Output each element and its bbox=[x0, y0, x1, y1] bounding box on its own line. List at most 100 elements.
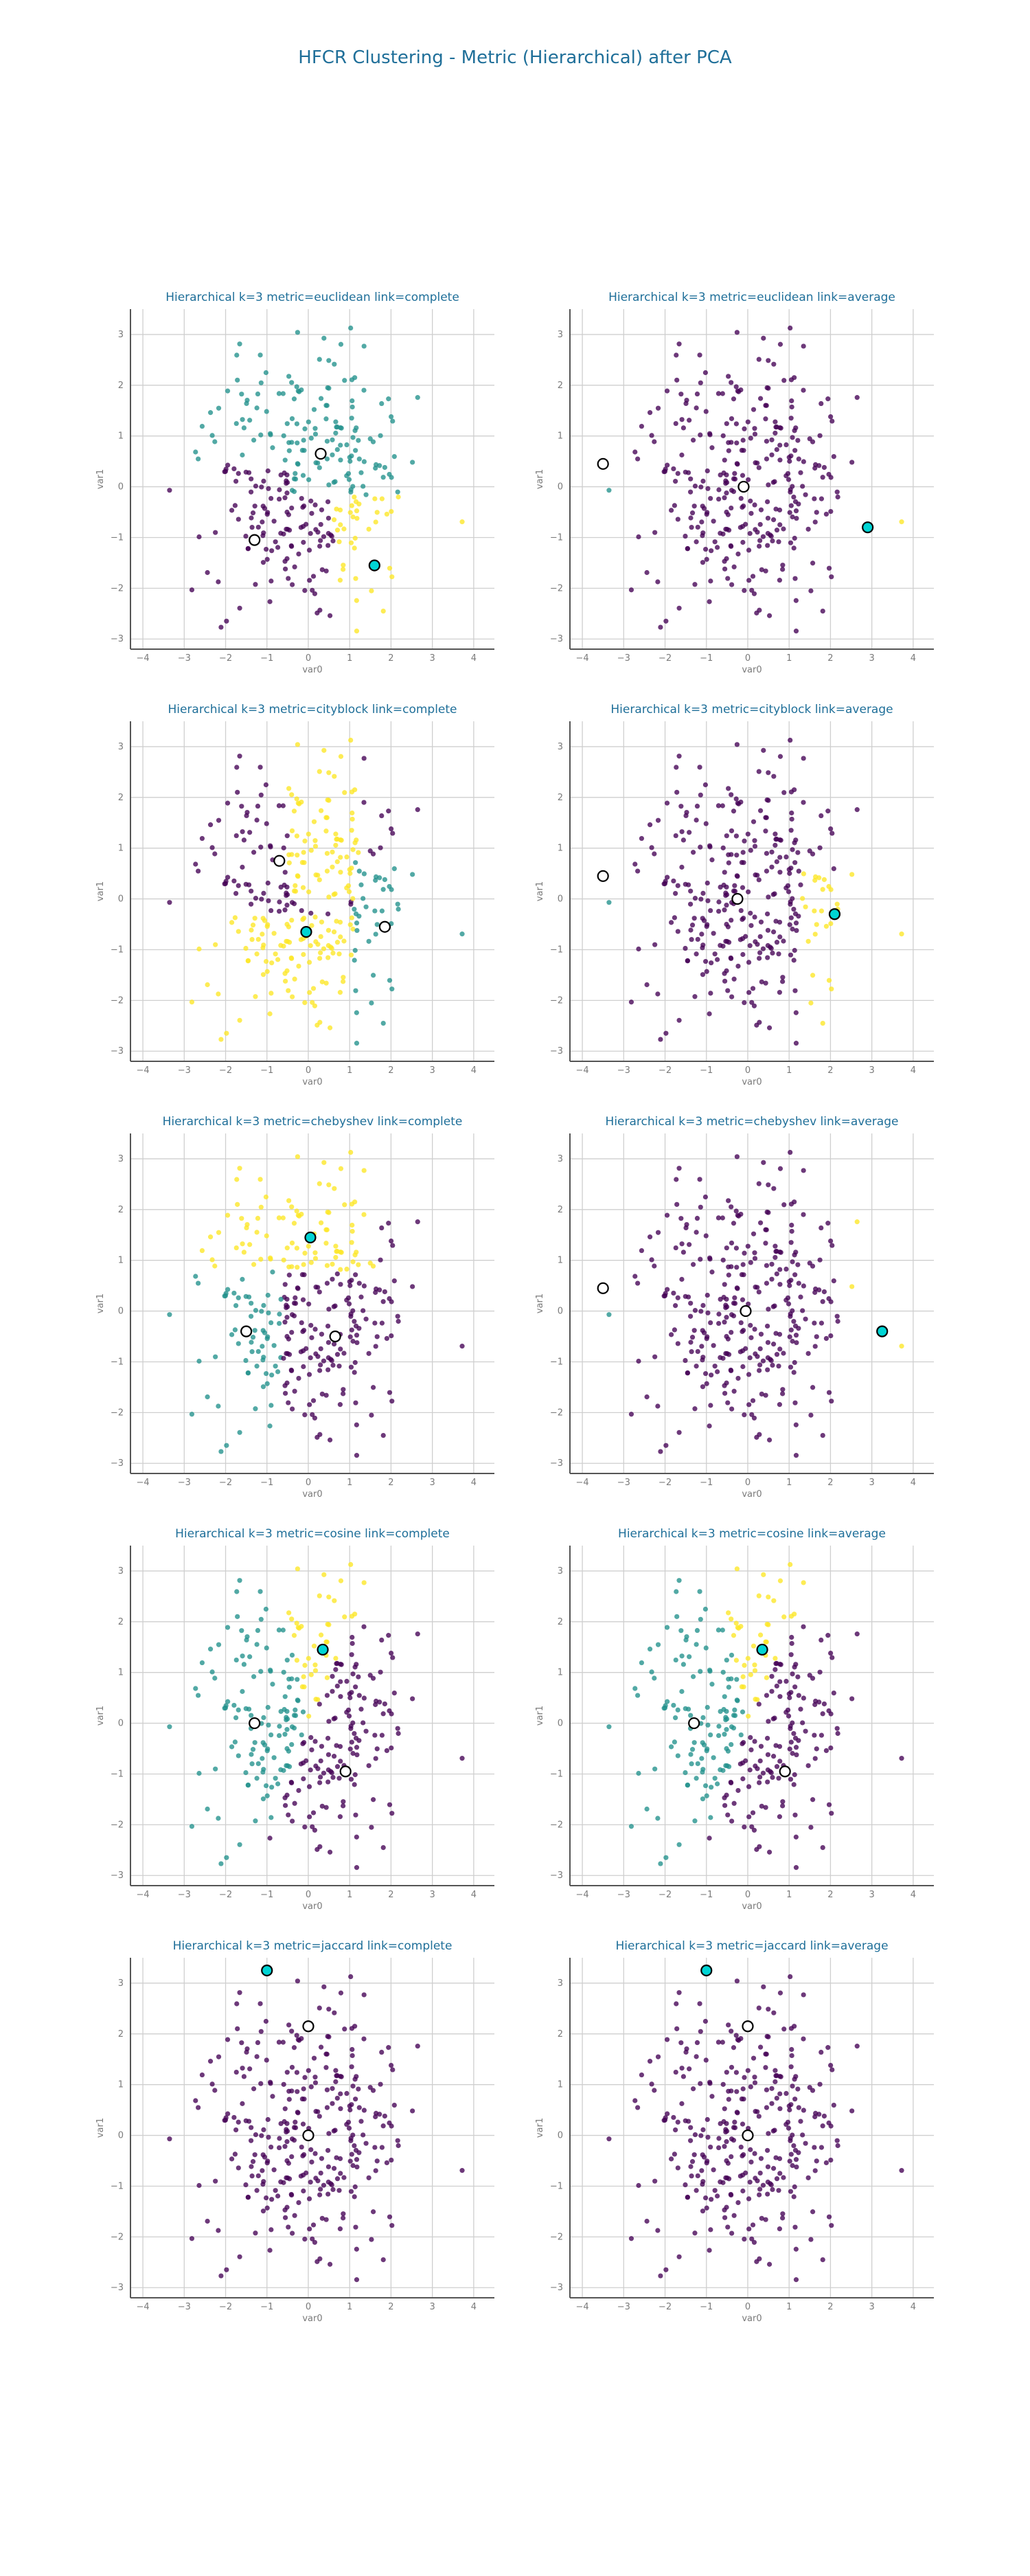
y-tick-label: 3 bbox=[118, 330, 124, 340]
subplot-grid: Hierarchical k=3 metric=euclidean link=c… bbox=[95, 291, 934, 2324]
data-point bbox=[652, 439, 657, 444]
data-point bbox=[310, 574, 317, 579]
data-point bbox=[250, 2159, 256, 2165]
data-point bbox=[817, 1257, 823, 1263]
data-point bbox=[312, 1250, 318, 1256]
data-point bbox=[294, 796, 299, 802]
x-tick-label: −1 bbox=[700, 1478, 713, 1488]
x-tick-label: 0 bbox=[745, 1065, 751, 1076]
data-point bbox=[264, 1233, 269, 1239]
data-point bbox=[702, 782, 708, 788]
data-point bbox=[801, 343, 806, 349]
subplot-title: Hierarchical k=3 metric=chebyshev link=a… bbox=[606, 1115, 899, 1129]
data-point bbox=[292, 976, 297, 982]
y-tick-label: −2 bbox=[111, 1820, 124, 1830]
data-point bbox=[354, 1250, 359, 1255]
data-point bbox=[700, 1740, 705, 1745]
data-point bbox=[261, 1302, 266, 1309]
data-point bbox=[751, 407, 757, 412]
data-point bbox=[816, 875, 822, 881]
data-point bbox=[724, 1716, 730, 1721]
data-point bbox=[231, 2114, 237, 2121]
data-point bbox=[783, 442, 789, 448]
data-point bbox=[306, 477, 312, 482]
data-point bbox=[801, 1695, 806, 1701]
data-point bbox=[286, 2022, 292, 2028]
data-point bbox=[315, 1697, 321, 1702]
data-point bbox=[777, 2091, 783, 2097]
data-point bbox=[332, 361, 337, 367]
data-point bbox=[330, 2101, 335, 2106]
data-point bbox=[306, 889, 312, 894]
data-point bbox=[747, 2180, 753, 2185]
data-point bbox=[752, 2080, 758, 2086]
data-point bbox=[254, 951, 260, 957]
data-point bbox=[774, 2095, 779, 2101]
data-point bbox=[761, 335, 766, 341]
data-point bbox=[748, 1322, 753, 1328]
data-point bbox=[333, 2079, 339, 2085]
data-point bbox=[241, 1662, 247, 1667]
grid-lines bbox=[570, 1546, 934, 1886]
data-point bbox=[282, 2144, 288, 2149]
x-tick-label: −1 bbox=[260, 1890, 273, 1900]
data-point bbox=[325, 955, 331, 960]
data-point bbox=[705, 1722, 711, 1728]
data-point bbox=[635, 1280, 641, 1286]
subplot-title: Hierarchical k=3 metric=jaccard link=ave… bbox=[615, 1939, 888, 1953]
data-point bbox=[254, 2054, 260, 2059]
data-point bbox=[243, 945, 249, 951]
data-point bbox=[700, 2127, 706, 2133]
data-point bbox=[810, 2209, 816, 2215]
data-point bbox=[658, 1861, 663, 1866]
data-point bbox=[707, 844, 713, 850]
data-point bbox=[702, 370, 708, 376]
grid-lines bbox=[570, 1958, 934, 2298]
data-point bbox=[789, 2053, 794, 2059]
data-point bbox=[628, 587, 634, 593]
data-point bbox=[735, 1698, 740, 1704]
data-point bbox=[276, 2040, 282, 2045]
data-point bbox=[716, 899, 722, 905]
data-point bbox=[349, 915, 354, 920]
data-point bbox=[390, 418, 396, 424]
data-point bbox=[759, 2215, 764, 2221]
data-point bbox=[389, 574, 395, 580]
data-point bbox=[231, 1290, 237, 1296]
data-point bbox=[249, 1300, 254, 1306]
data-point bbox=[823, 2160, 829, 2166]
data-point bbox=[222, 881, 229, 886]
subplot-title: Hierarchical k=3 metric=euclidean link=a… bbox=[608, 291, 895, 304]
data-point bbox=[789, 1640, 794, 1647]
data-point bbox=[747, 1355, 753, 1361]
data-point bbox=[783, 885, 789, 891]
x-tick-label: 2 bbox=[827, 1065, 833, 1076]
x-tick-label: −1 bbox=[700, 2302, 713, 2312]
data-point bbox=[276, 1215, 282, 1221]
data-point bbox=[792, 1400, 798, 1405]
data-point bbox=[284, 2158, 290, 2164]
data-point bbox=[363, 904, 369, 909]
data-point bbox=[722, 566, 728, 572]
data-point bbox=[735, 462, 740, 467]
data-point bbox=[655, 817, 661, 823]
data-point bbox=[389, 1811, 395, 1816]
data-points bbox=[167, 325, 465, 634]
data-point bbox=[338, 1759, 343, 1764]
data-point bbox=[271, 931, 277, 936]
data-point bbox=[776, 539, 781, 545]
data-point bbox=[675, 517, 680, 522]
data-point bbox=[759, 567, 764, 572]
data-point bbox=[788, 952, 794, 958]
data-point bbox=[731, 976, 737, 982]
data-point bbox=[275, 957, 281, 962]
data-point bbox=[825, 809, 831, 814]
data-point bbox=[735, 388, 740, 394]
x-tick-label: 3 bbox=[869, 1478, 875, 1488]
x-tick-label: 4 bbox=[911, 653, 916, 664]
data-point bbox=[720, 2081, 726, 2087]
data-point bbox=[309, 1335, 314, 1340]
data-point bbox=[740, 2121, 746, 2127]
data-point bbox=[189, 999, 195, 1005]
data-point bbox=[324, 2105, 330, 2110]
